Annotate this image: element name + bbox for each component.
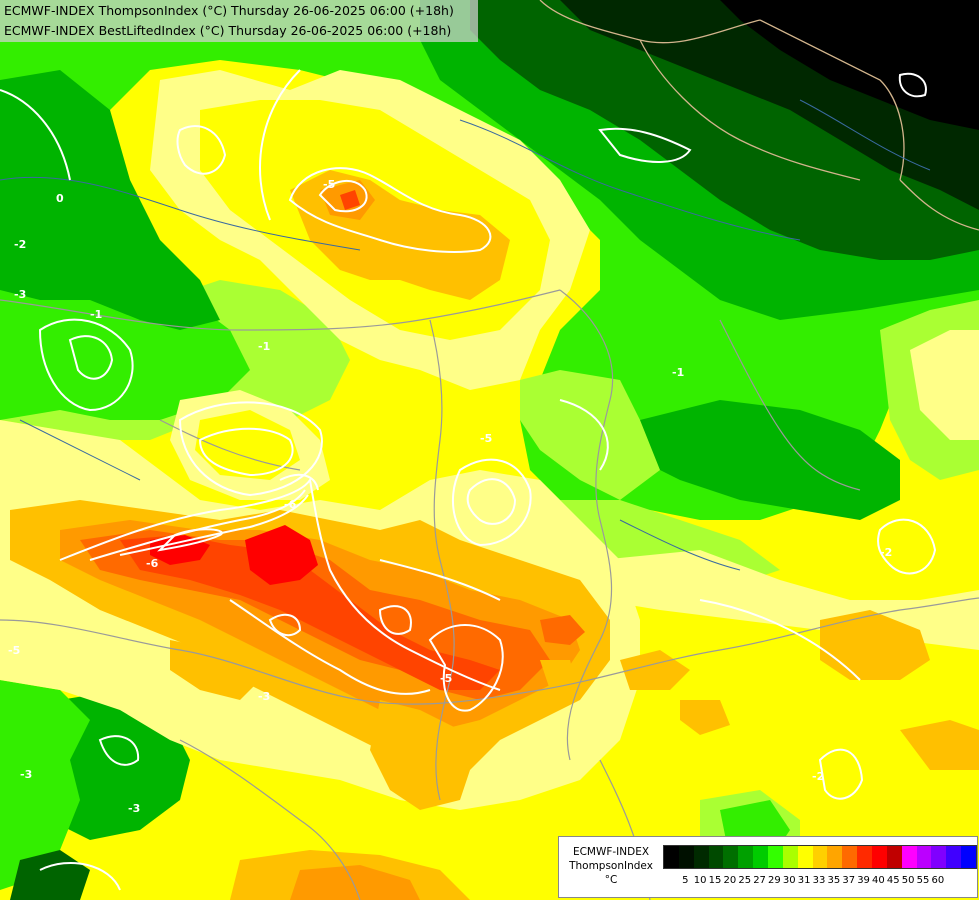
legend-tick-labels: 5 10 15 20 25 27 29 30 31 33 35 37 39 40 45 50 55 60 — [663, 875, 975, 889]
legend-swatch — [753, 846, 769, 868]
legend-tick-label: 55 — [916, 875, 930, 886]
gold-patch-east3 — [900, 720, 979, 770]
legend-swatch — [916, 846, 932, 868]
legend-swatch — [708, 846, 724, 868]
legend-tick-label: 50 — [901, 875, 915, 886]
legend-swatch — [857, 846, 873, 868]
legend-tick-label: 31 — [797, 875, 811, 886]
gold-patch-east — [820, 610, 930, 680]
legend-swatch — [946, 846, 962, 868]
title-best-lifted-index: ECMWF-INDEX BestLiftedIndex (°C) Thursda… — [4, 23, 452, 38]
contour-label: 0 — [56, 192, 64, 205]
legend-line-unit: °C — [604, 874, 618, 886]
contour-label: -6 — [146, 557, 159, 570]
legend-swatch — [812, 846, 828, 868]
legend-swatch — [842, 846, 858, 868]
legend-swatch — [886, 846, 902, 868]
legend-tick-label: 35 — [827, 875, 841, 886]
red-spot-north — [340, 190, 360, 210]
gold-patch-east4 — [680, 700, 730, 735]
tan-borders — [539, 0, 979, 231]
red-core-south — [245, 525, 318, 585]
map-title-box: ECMWF-INDEX ThompsonIndex (°C) Thursday … — [0, 0, 478, 42]
contour-label: -5 — [8, 644, 20, 657]
color-legend: ECMWF-INDEX ThompsonIndex °C 5 10 15 20 25 27… — [558, 836, 978, 898]
legend-line-parameter: ThompsonIndex — [569, 860, 653, 872]
contour-label: -3 — [20, 768, 32, 781]
contour-labels: -5 -6 -6 -5 -5 -2 -2 -3 -3 -3 -3 -1 0 -2… — [8, 178, 892, 815]
gold-patch-east5 — [540, 660, 575, 690]
yellow-zone-westcentral-inner — [195, 410, 300, 480]
legend-swatch — [678, 846, 694, 868]
legend-swatch — [664, 846, 679, 868]
redorange-band-south — [120, 535, 500, 690]
legend-tick-label: 15 — [708, 875, 722, 886]
contour-label: -6 — [284, 498, 297, 511]
rivers — [0, 99, 931, 571]
contour-label: -2 — [14, 238, 26, 251]
legend-tick-label: 33 — [812, 875, 826, 886]
legend-swatch — [827, 846, 843, 868]
legend-tick-label: 37 — [842, 875, 856, 886]
orange-patch-southwest — [170, 640, 260, 700]
legend-line-model: ECMWF-INDEX — [572, 846, 650, 858]
darkorange-patch-east — [540, 615, 585, 645]
legend-color-bar — [663, 845, 977, 869]
legend-tick-label: 45 — [886, 875, 900, 886]
gold-stream-south — [370, 700, 470, 810]
green-zone-sw — [0, 680, 90, 890]
contour-label: -3 — [14, 288, 26, 301]
contour-label: -3 — [128, 802, 140, 815]
contour-label: -5 — [440, 672, 452, 685]
contour-label: -1 — [672, 366, 684, 379]
title-thompson-index: ECMWF-INDEX ThompsonIndex (°C) Thursday … — [4, 3, 454, 18]
legend-tick-label: 10 — [693, 875, 707, 886]
legend-tick-label: 20 — [723, 875, 737, 886]
legend-caption: ECMWF-INDEX ThompsonIndex °C — [563, 845, 659, 887]
legend-swatch — [782, 846, 798, 868]
legend-swatch — [872, 846, 887, 868]
legend-tick-label: 39 — [857, 875, 870, 886]
legend-swatch — [961, 846, 977, 868]
legend-swatch — [931, 846, 947, 868]
legend-tick-label: 30 — [782, 875, 796, 886]
contour-label: -2 — [812, 770, 824, 783]
contour-lines — [0, 69, 937, 891]
lightyellow-zone-east — [910, 330, 979, 440]
legend-tick-label: 29 — [768, 875, 781, 886]
legend-tick-label: 40 — [872, 875, 885, 886]
contour-label: -1 — [90, 308, 102, 321]
legend-tick-label: 27 — [753, 875, 766, 886]
contour-label: -5 — [480, 432, 492, 445]
legend-swatch — [738, 846, 754, 868]
legend-tick-label: 25 — [738, 875, 752, 886]
legend-swatch — [901, 846, 917, 868]
darkgreen-zone-west — [0, 70, 220, 330]
contour-label: -2 — [880, 546, 892, 559]
legend-swatch — [723, 846, 739, 868]
legend-tick-label: 5 — [682, 875, 689, 886]
country-borders — [0, 289, 979, 900]
legend-swatch — [768, 846, 783, 868]
contour-label: -1 — [258, 340, 270, 353]
contour-label: -3 — [258, 690, 270, 703]
yellowgreen-zone-central — [520, 370, 660, 500]
darkgreen-patch-east2 — [800, 465, 900, 500]
legend-tick-label: 60 — [931, 875, 945, 886]
orange-patch-bottom — [290, 865, 420, 900]
contour-label: -5 — [323, 178, 335, 191]
legend-swatch — [797, 846, 813, 868]
legend-swatch — [693, 846, 709, 868]
